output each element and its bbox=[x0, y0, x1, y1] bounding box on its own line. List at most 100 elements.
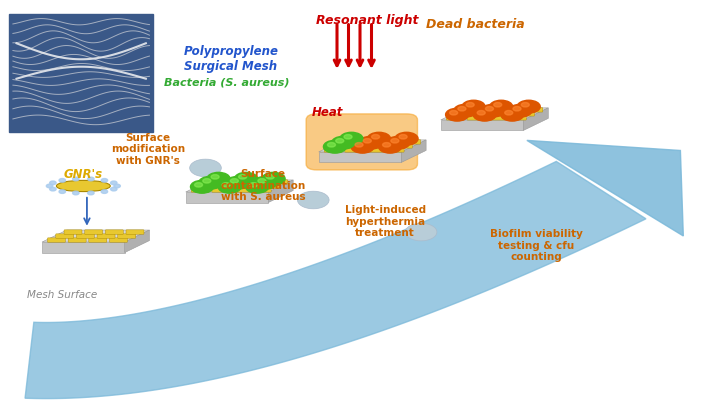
FancyBboxPatch shape bbox=[353, 144, 371, 149]
FancyBboxPatch shape bbox=[366, 148, 384, 153]
Circle shape bbox=[323, 141, 346, 154]
Circle shape bbox=[482, 105, 505, 118]
Circle shape bbox=[332, 137, 355, 150]
Text: Resonant light: Resonant light bbox=[316, 14, 418, 27]
FancyBboxPatch shape bbox=[261, 184, 279, 189]
FancyBboxPatch shape bbox=[402, 140, 420, 145]
FancyBboxPatch shape bbox=[333, 144, 351, 149]
Circle shape bbox=[490, 101, 513, 114]
Circle shape bbox=[336, 139, 343, 144]
Circle shape bbox=[194, 183, 202, 188]
Circle shape bbox=[351, 141, 374, 154]
Circle shape bbox=[355, 143, 363, 148]
Circle shape bbox=[50, 188, 56, 191]
FancyBboxPatch shape bbox=[446, 116, 464, 121]
Circle shape bbox=[405, 224, 437, 241]
Polygon shape bbox=[527, 141, 683, 236]
Circle shape bbox=[509, 105, 532, 118]
FancyBboxPatch shape bbox=[109, 238, 127, 243]
Circle shape bbox=[446, 109, 469, 122]
Circle shape bbox=[238, 175, 247, 180]
FancyBboxPatch shape bbox=[55, 234, 73, 239]
Text: Light-induced
hyperthermia
treatment: Light-induced hyperthermia treatment bbox=[345, 205, 426, 238]
Circle shape bbox=[379, 141, 402, 154]
Circle shape bbox=[101, 179, 107, 183]
FancyBboxPatch shape bbox=[85, 230, 103, 235]
Polygon shape bbox=[319, 152, 401, 163]
Text: Surface
modification
with GNR's: Surface modification with GNR's bbox=[111, 133, 185, 166]
Circle shape bbox=[235, 173, 258, 186]
Circle shape bbox=[88, 192, 94, 195]
FancyBboxPatch shape bbox=[118, 234, 135, 239]
Polygon shape bbox=[401, 141, 426, 163]
FancyBboxPatch shape bbox=[105, 230, 123, 235]
Text: Bacteria (S. aureus): Bacteria (S. aureus) bbox=[164, 78, 290, 87]
Circle shape bbox=[328, 143, 336, 148]
Text: Polypropylene
Surgical Mesh: Polypropylene Surgical Mesh bbox=[184, 45, 279, 73]
Circle shape bbox=[505, 111, 513, 116]
FancyBboxPatch shape bbox=[386, 148, 404, 153]
FancyBboxPatch shape bbox=[212, 188, 230, 193]
Circle shape bbox=[485, 107, 493, 112]
Polygon shape bbox=[186, 192, 269, 203]
FancyBboxPatch shape bbox=[525, 108, 543, 113]
FancyBboxPatch shape bbox=[504, 108, 522, 113]
Polygon shape bbox=[441, 109, 548, 121]
Circle shape bbox=[111, 188, 117, 191]
FancyBboxPatch shape bbox=[463, 108, 481, 113]
Circle shape bbox=[226, 177, 249, 190]
Polygon shape bbox=[269, 180, 293, 203]
Text: Surface
contamination
with S. aureus: Surface contamination with S. aureus bbox=[220, 168, 305, 202]
Text: GNR's: GNR's bbox=[64, 168, 103, 181]
Polygon shape bbox=[25, 162, 646, 399]
FancyBboxPatch shape bbox=[382, 140, 400, 145]
Text: Dead bacteria: Dead bacteria bbox=[426, 18, 524, 31]
Circle shape bbox=[246, 181, 269, 194]
Circle shape bbox=[494, 103, 502, 108]
Circle shape bbox=[262, 173, 285, 186]
Circle shape bbox=[513, 107, 521, 112]
Circle shape bbox=[391, 139, 399, 144]
FancyBboxPatch shape bbox=[233, 188, 251, 193]
FancyBboxPatch shape bbox=[48, 238, 66, 243]
Circle shape bbox=[203, 179, 211, 184]
FancyBboxPatch shape bbox=[192, 188, 210, 193]
Polygon shape bbox=[186, 180, 293, 192]
FancyBboxPatch shape bbox=[516, 112, 534, 117]
FancyBboxPatch shape bbox=[220, 184, 238, 189]
Circle shape bbox=[454, 105, 477, 118]
Polygon shape bbox=[523, 109, 548, 131]
Circle shape bbox=[207, 173, 230, 186]
FancyBboxPatch shape bbox=[9, 15, 153, 133]
FancyBboxPatch shape bbox=[496, 112, 514, 117]
Circle shape bbox=[458, 107, 466, 112]
FancyBboxPatch shape bbox=[68, 238, 86, 243]
Circle shape bbox=[399, 135, 407, 140]
Circle shape bbox=[266, 175, 274, 180]
FancyBboxPatch shape bbox=[467, 116, 485, 121]
Circle shape bbox=[211, 175, 219, 180]
FancyBboxPatch shape bbox=[324, 148, 342, 153]
FancyBboxPatch shape bbox=[270, 180, 288, 185]
Circle shape bbox=[517, 101, 540, 114]
Circle shape bbox=[73, 178, 79, 181]
Polygon shape bbox=[319, 141, 426, 152]
Circle shape bbox=[477, 111, 485, 116]
Circle shape bbox=[230, 179, 238, 184]
FancyBboxPatch shape bbox=[395, 144, 413, 149]
Circle shape bbox=[199, 177, 222, 190]
Circle shape bbox=[114, 185, 120, 188]
FancyBboxPatch shape bbox=[97, 234, 115, 239]
Circle shape bbox=[88, 178, 94, 181]
Circle shape bbox=[395, 133, 418, 146]
Circle shape bbox=[191, 181, 214, 194]
FancyBboxPatch shape bbox=[341, 140, 359, 145]
Circle shape bbox=[364, 139, 372, 144]
Circle shape bbox=[382, 143, 391, 148]
Circle shape bbox=[59, 190, 66, 194]
FancyBboxPatch shape bbox=[249, 180, 267, 185]
FancyBboxPatch shape bbox=[374, 144, 392, 149]
Circle shape bbox=[222, 183, 230, 188]
Circle shape bbox=[297, 192, 329, 209]
Circle shape bbox=[367, 133, 390, 146]
